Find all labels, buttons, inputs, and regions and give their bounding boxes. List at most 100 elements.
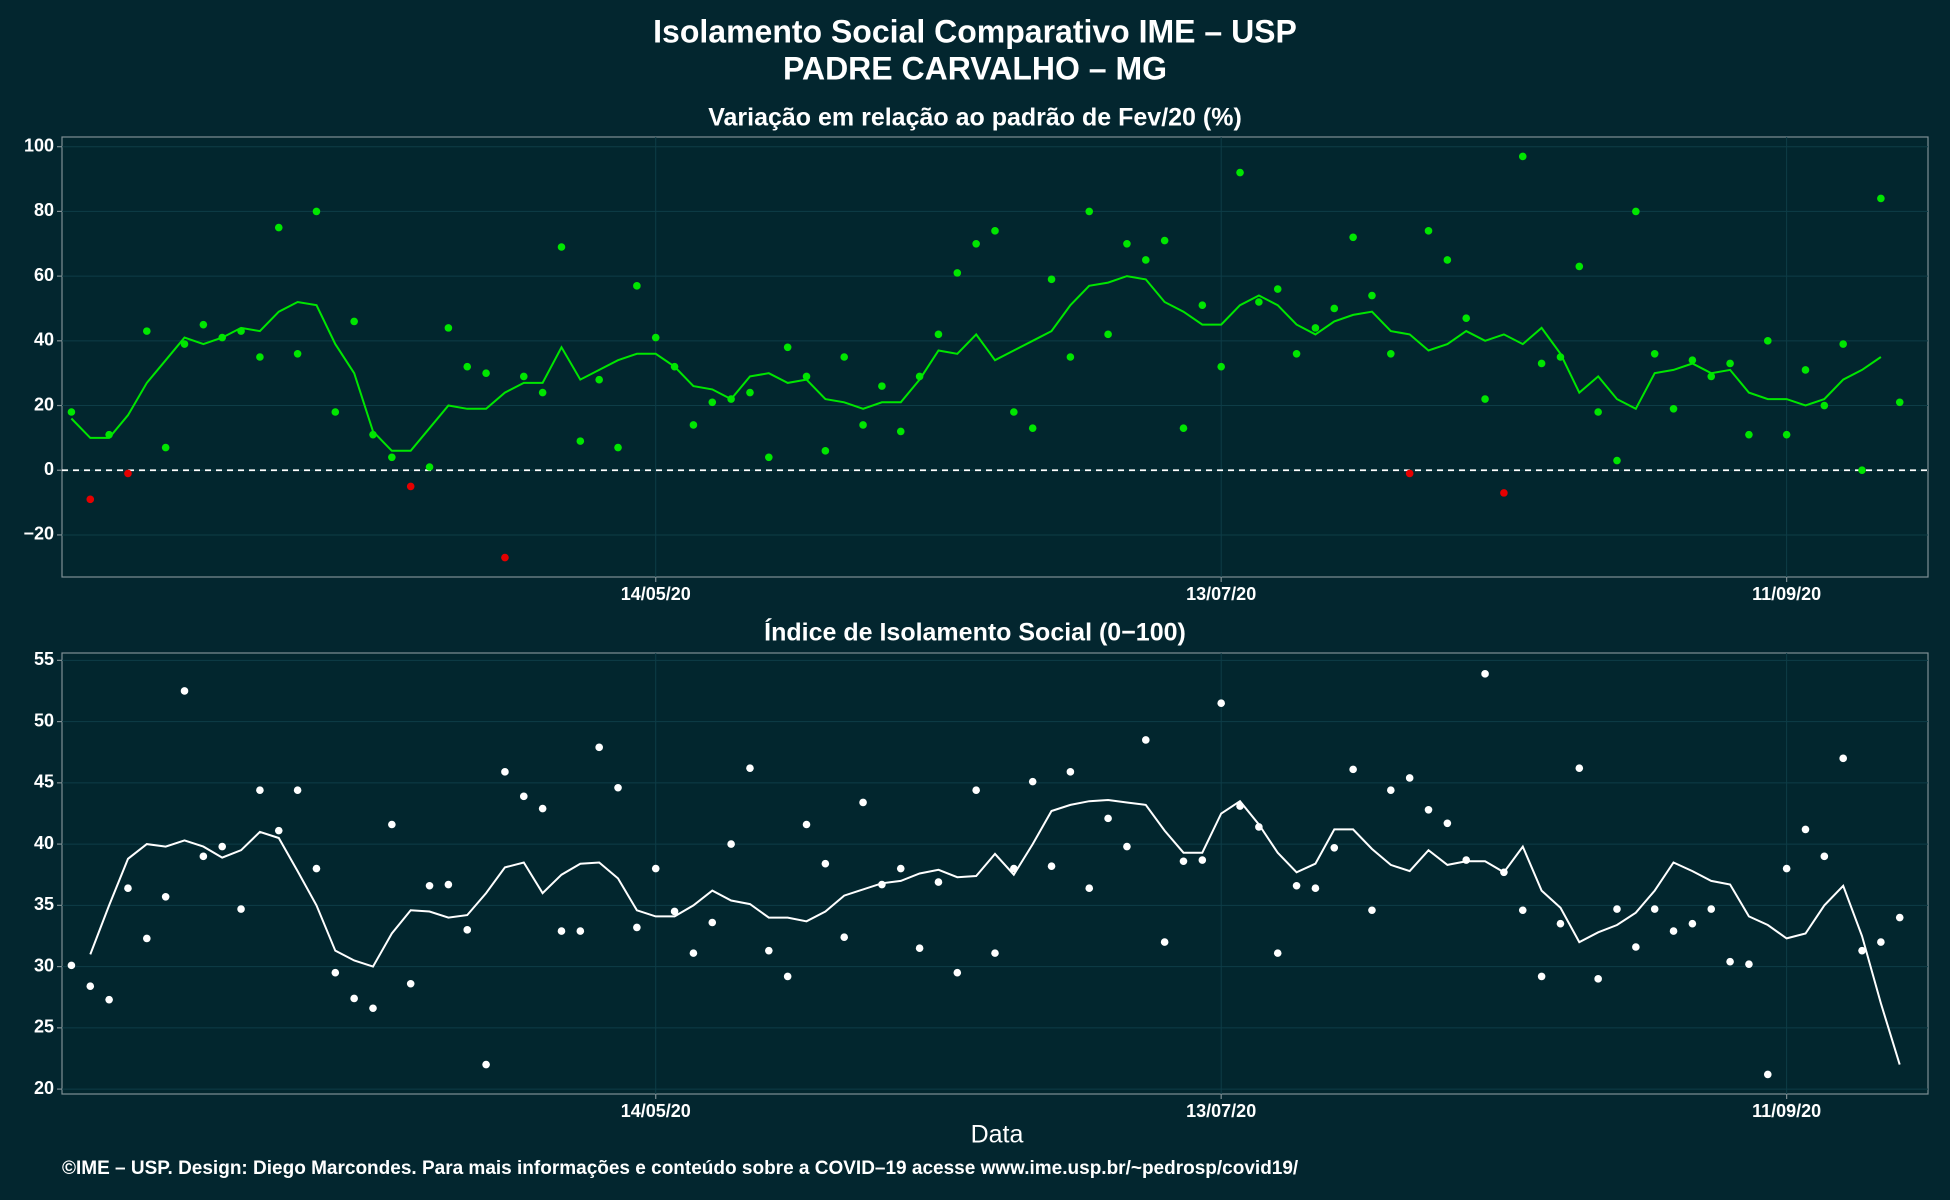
data-point — [765, 453, 773, 462]
data-point — [651, 333, 660, 342]
data-point — [1726, 957, 1734, 966]
data-point — [1707, 372, 1716, 381]
x-tick-label: 14/05/20 — [621, 584, 691, 604]
data-point — [218, 333, 227, 342]
data-point — [1575, 262, 1584, 271]
data-point — [1462, 314, 1471, 322]
data-point — [802, 820, 811, 829]
data-point — [67, 961, 76, 970]
data-point — [538, 388, 547, 397]
data-point — [595, 375, 603, 384]
y-tick-label: 50 — [34, 710, 54, 730]
data-point — [1405, 774, 1414, 782]
data-point — [293, 786, 302, 794]
data-point — [557, 243, 566, 251]
data-point — [1632, 943, 1640, 951]
data-point — [519, 372, 528, 381]
data-point — [670, 907, 679, 916]
data-point — [1518, 906, 1527, 915]
footer: ©IME – USP. Design: Diego Marcondes. Par… — [62, 1158, 1299, 1179]
data-point — [689, 949, 698, 957]
data-point — [1688, 919, 1697, 928]
x-tick-label: 13/07/20 — [1186, 584, 1256, 604]
data-point — [1368, 906, 1376, 915]
x-axis-label: Data — [971, 1121, 1024, 1149]
data-point — [1028, 424, 1037, 432]
data-point — [1763, 337, 1772, 345]
y-tick-label: 0 — [44, 459, 54, 479]
data-point — [1763, 1070, 1772, 1079]
data-point — [1669, 404, 1678, 413]
data-point — [1556, 919, 1565, 928]
data-point — [406, 979, 415, 988]
data-point — [633, 923, 641, 932]
y-tick-label: 80 — [34, 200, 54, 220]
data-point — [1877, 194, 1885, 203]
data-point — [670, 362, 679, 371]
data-point — [1217, 362, 1225, 371]
data-point — [1066, 353, 1075, 361]
data-point — [161, 443, 170, 452]
data-point — [406, 482, 415, 491]
data-point — [1745, 430, 1753, 439]
data-point — [1537, 359, 1546, 368]
data-point — [1123, 239, 1131, 248]
data-point — [896, 864, 905, 873]
data-point — [124, 469, 132, 478]
data-point — [1895, 913, 1904, 922]
data-point — [1198, 856, 1207, 864]
data-point — [1010, 408, 1018, 416]
data-point — [1255, 298, 1263, 306]
data-point — [86, 982, 95, 990]
data-point — [1330, 843, 1339, 852]
data-point — [840, 933, 849, 941]
data-point — [124, 884, 132, 892]
data-point — [105, 430, 113, 439]
data-point — [708, 398, 717, 407]
data-point — [840, 353, 849, 361]
data-point — [1443, 819, 1452, 828]
y-tick-label: 40 — [34, 330, 54, 350]
data-point — [783, 972, 792, 981]
data-point — [425, 881, 434, 890]
data-point — [161, 892, 170, 901]
data-point — [1726, 359, 1734, 368]
x-tick-label: 11/09/20 — [1752, 1101, 1821, 1121]
data-point — [501, 768, 509, 776]
data-point — [369, 430, 377, 439]
x-tick-label: 14/05/20 — [621, 1101, 691, 1121]
data-point — [274, 223, 283, 232]
data-point — [821, 859, 830, 868]
data-point — [1462, 856, 1471, 864]
data-point — [1311, 884, 1320, 892]
x-tick-label: 11/09/20 — [1752, 584, 1821, 604]
data-point — [1820, 852, 1829, 861]
data-point — [1594, 408, 1602, 416]
data-point — [388, 453, 396, 462]
data-point — [482, 1060, 490, 1069]
y-tick-label: 20 — [34, 1078, 54, 1098]
data-point — [1292, 349, 1301, 358]
data-point — [1858, 466, 1866, 475]
data-point — [1160, 236, 1169, 245]
data-point — [274, 826, 283, 835]
data-point — [821, 447, 830, 455]
data-point — [1782, 430, 1791, 439]
data-point — [1632, 207, 1640, 216]
chart-subtitle: PADRE CARVALHO – MG — [783, 50, 1167, 86]
data-point — [1387, 786, 1395, 794]
plot-area — [61, 652, 1929, 1095]
data-point — [972, 239, 980, 248]
data-point — [1481, 670, 1489, 678]
data-point — [312, 207, 321, 216]
data-point — [1104, 330, 1112, 339]
data-point — [614, 783, 622, 792]
data-point — [1141, 736, 1150, 744]
y-tick-label: 25 — [34, 1017, 54, 1037]
data-point — [896, 427, 905, 436]
data-point — [1104, 814, 1112, 823]
data-point — [1179, 424, 1188, 432]
data-point — [1518, 152, 1527, 161]
